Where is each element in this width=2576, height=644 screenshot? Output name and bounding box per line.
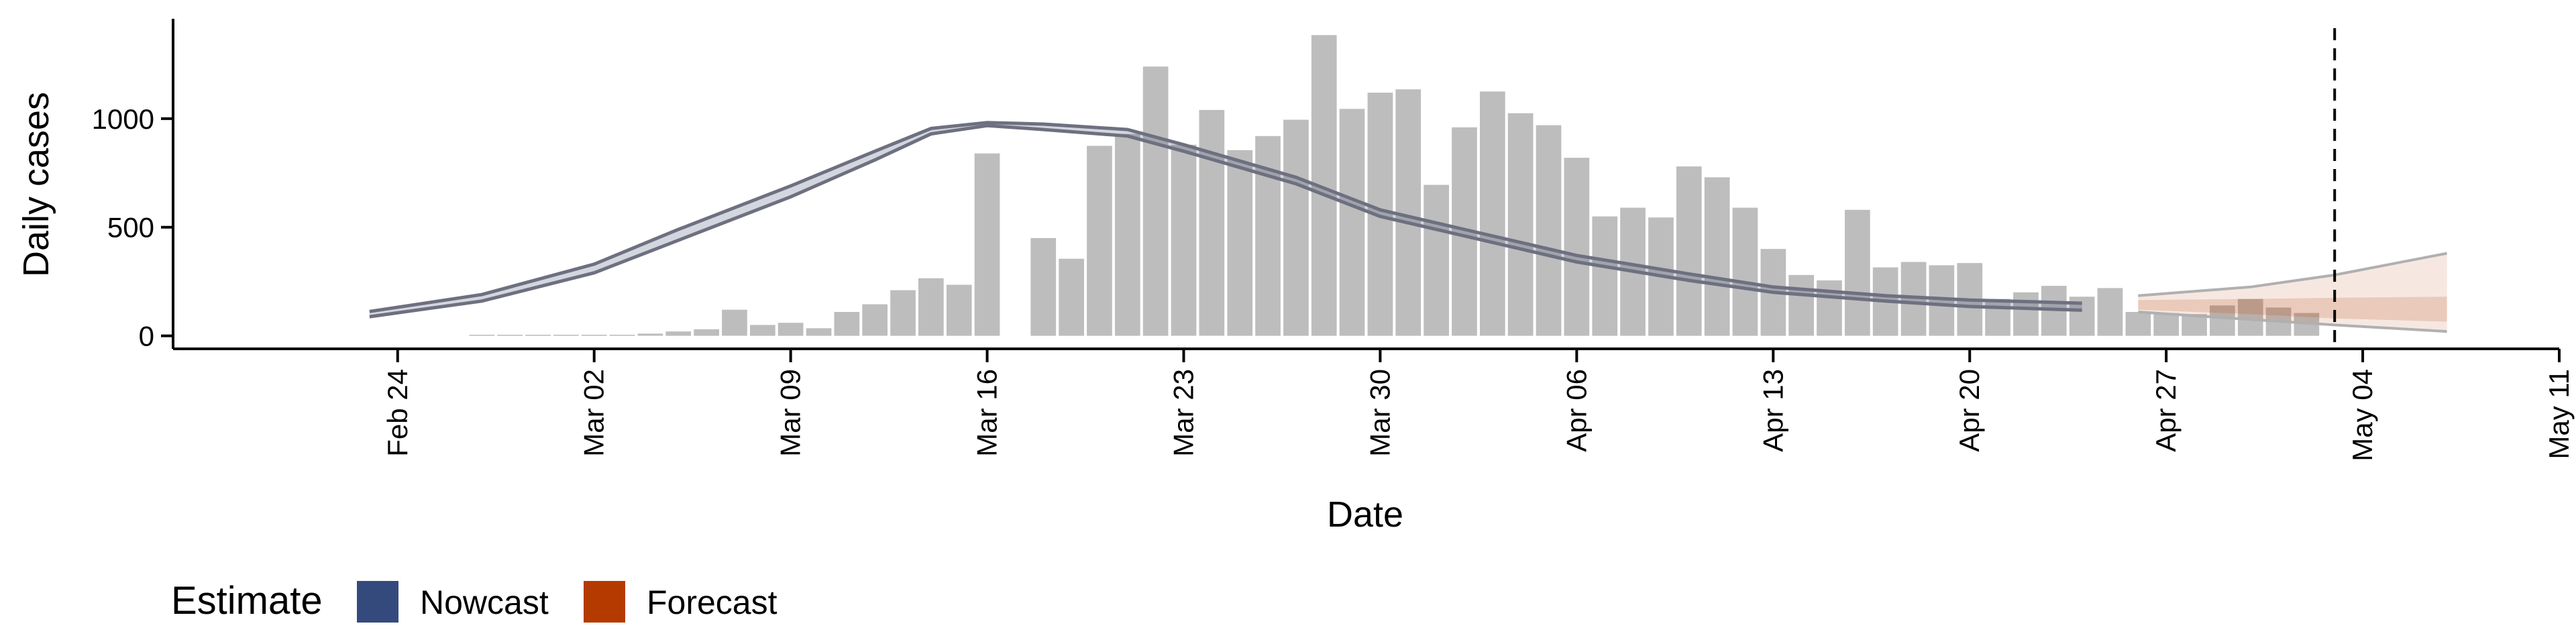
x-tick-label: May 04: [2347, 369, 2378, 462]
bar: [1676, 166, 1702, 336]
y-tick-label: 500: [107, 212, 154, 244]
bar: [2153, 313, 2179, 336]
bar: [1030, 237, 1057, 336]
legend-swatch-forecast: [584, 581, 625, 623]
bar: [694, 329, 719, 336]
bar: [2237, 299, 2263, 336]
bar: [890, 290, 916, 336]
bar: [1788, 274, 1814, 336]
x-tick-label: Apr 13: [1757, 369, 1788, 452]
bar: [806, 328, 832, 336]
bar: [777, 323, 804, 336]
bar: [2013, 292, 2039, 336]
y-ticks: 0 500 1000: [92, 103, 173, 352]
x-tick-label: Feb 24: [382, 369, 413, 457]
bar: [525, 335, 551, 336]
bar: [834, 312, 860, 336]
bar: [946, 284, 972, 336]
bar: [1507, 113, 1534, 336]
bar: [553, 335, 579, 336]
x-tick-label: Mar 09: [775, 369, 806, 457]
nowcast-lower-line: [369, 123, 2082, 319]
bar: [862, 304, 888, 336]
x-tick-label: Mar 23: [1168, 369, 1199, 457]
bar: [1732, 207, 1758, 336]
bar: [1845, 209, 1870, 336]
x-tick-label: Mar 16: [971, 369, 1003, 457]
bar: [722, 309, 747, 336]
bar: [2097, 288, 2123, 336]
x-tick-label: Apr 20: [1953, 369, 1985, 452]
forecast-lower-line: [2138, 311, 2447, 333]
bar: [1171, 144, 1197, 336]
bar: [1199, 109, 1225, 336]
x-tick-label: Apr 06: [1560, 369, 1592, 452]
bar: [1087, 146, 1112, 336]
bar: [1059, 258, 1084, 336]
bar: [637, 333, 663, 336]
bar: [750, 325, 775, 336]
bars-layer: [469, 35, 2320, 336]
bar: [2125, 312, 2151, 336]
bar: [1115, 133, 1140, 336]
bar: [1395, 89, 1421, 336]
bar: [609, 335, 635, 336]
bar: [1592, 216, 1618, 336]
bar: [1817, 280, 1842, 336]
forecast-outer-band: [2138, 253, 2447, 332]
bands-layer: [369, 121, 2447, 333]
x-tick-label: Mar 02: [578, 369, 610, 457]
y-tick-label: 0: [139, 321, 154, 352]
x-tick-label: Apr 27: [2150, 369, 2182, 452]
forecast-inner-band: [2138, 297, 2447, 322]
bar: [469, 335, 495, 336]
bar: [1480, 91, 1505, 336]
bar: [665, 331, 692, 336]
bar: [1424, 184, 1449, 336]
bar: [1564, 158, 1590, 336]
bar: [918, 278, 944, 336]
x-ticks: Feb 24 Mar 02 Mar 09 Mar 16 Mar 23 Mar 30 Apr …: [382, 349, 2575, 462]
legend-title: Estimate: [171, 579, 323, 623]
bar: [1142, 66, 1169, 336]
x-tick-label: May 11: [2543, 369, 2575, 460]
x-tick-label: Mar 30: [1364, 369, 1395, 457]
bar: [497, 335, 523, 336]
bar: [1227, 150, 1253, 336]
axes-layer: [172, 19, 2559, 350]
bar: [1283, 119, 1309, 336]
y-axis-title: Daily cases: [16, 92, 56, 277]
legend-label-nowcast: Nowcast: [420, 584, 549, 621]
nowcast-upper-line: [369, 121, 2082, 313]
legend-swatch-nowcast: [357, 581, 398, 623]
legend-label-forecast: Forecast: [647, 584, 777, 621]
legend: Estimate Nowcast Forecast: [171, 579, 777, 623]
bar: [1704, 177, 1730, 336]
bar: [1985, 299, 2010, 336]
bar: [1536, 125, 1562, 336]
bar: [974, 153, 1000, 336]
x-axis-title: Date: [1327, 494, 1403, 535]
bar: [2182, 314, 2207, 336]
bar: [581, 335, 607, 336]
y-tick-label: 1000: [92, 103, 154, 135]
bar: [2210, 305, 2235, 336]
forecast-upper-line: [2138, 252, 2447, 297]
bar: [1339, 109, 1365, 336]
